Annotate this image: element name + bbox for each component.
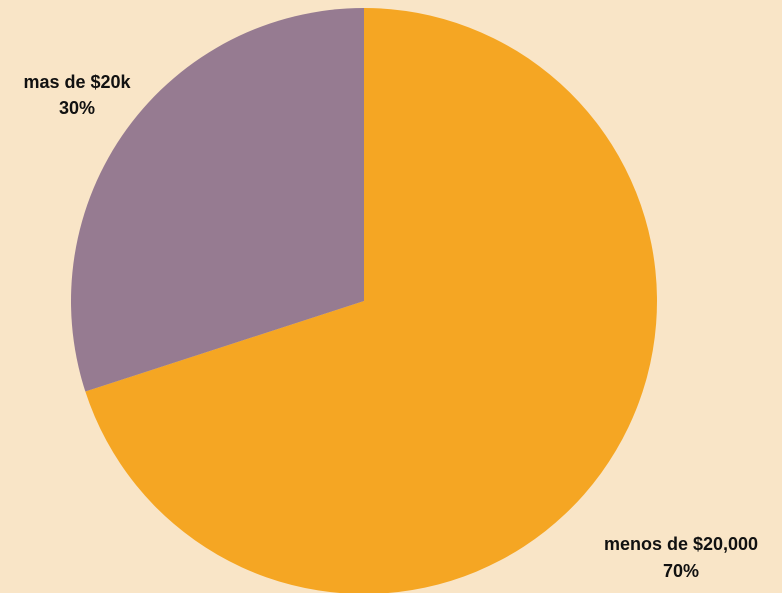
- slice-label-menos-de-20000: menos de $20,000: [604, 534, 758, 554]
- pie-labels: menos de $20,000 70% mas de $20k 30%: [23, 72, 758, 581]
- slice-label-mas-de-20k: mas de $20k: [23, 72, 131, 92]
- slice-value-mas-de-20k: 30%: [59, 98, 95, 118]
- pie-slice-mas-de-20k: [70, 8, 365, 392]
- pie-slices: [70, 8, 657, 593]
- pie-slice-menos-de-20-000: [85, 8, 657, 593]
- slice-value-menos-de-20000: 70%: [663, 561, 699, 581]
